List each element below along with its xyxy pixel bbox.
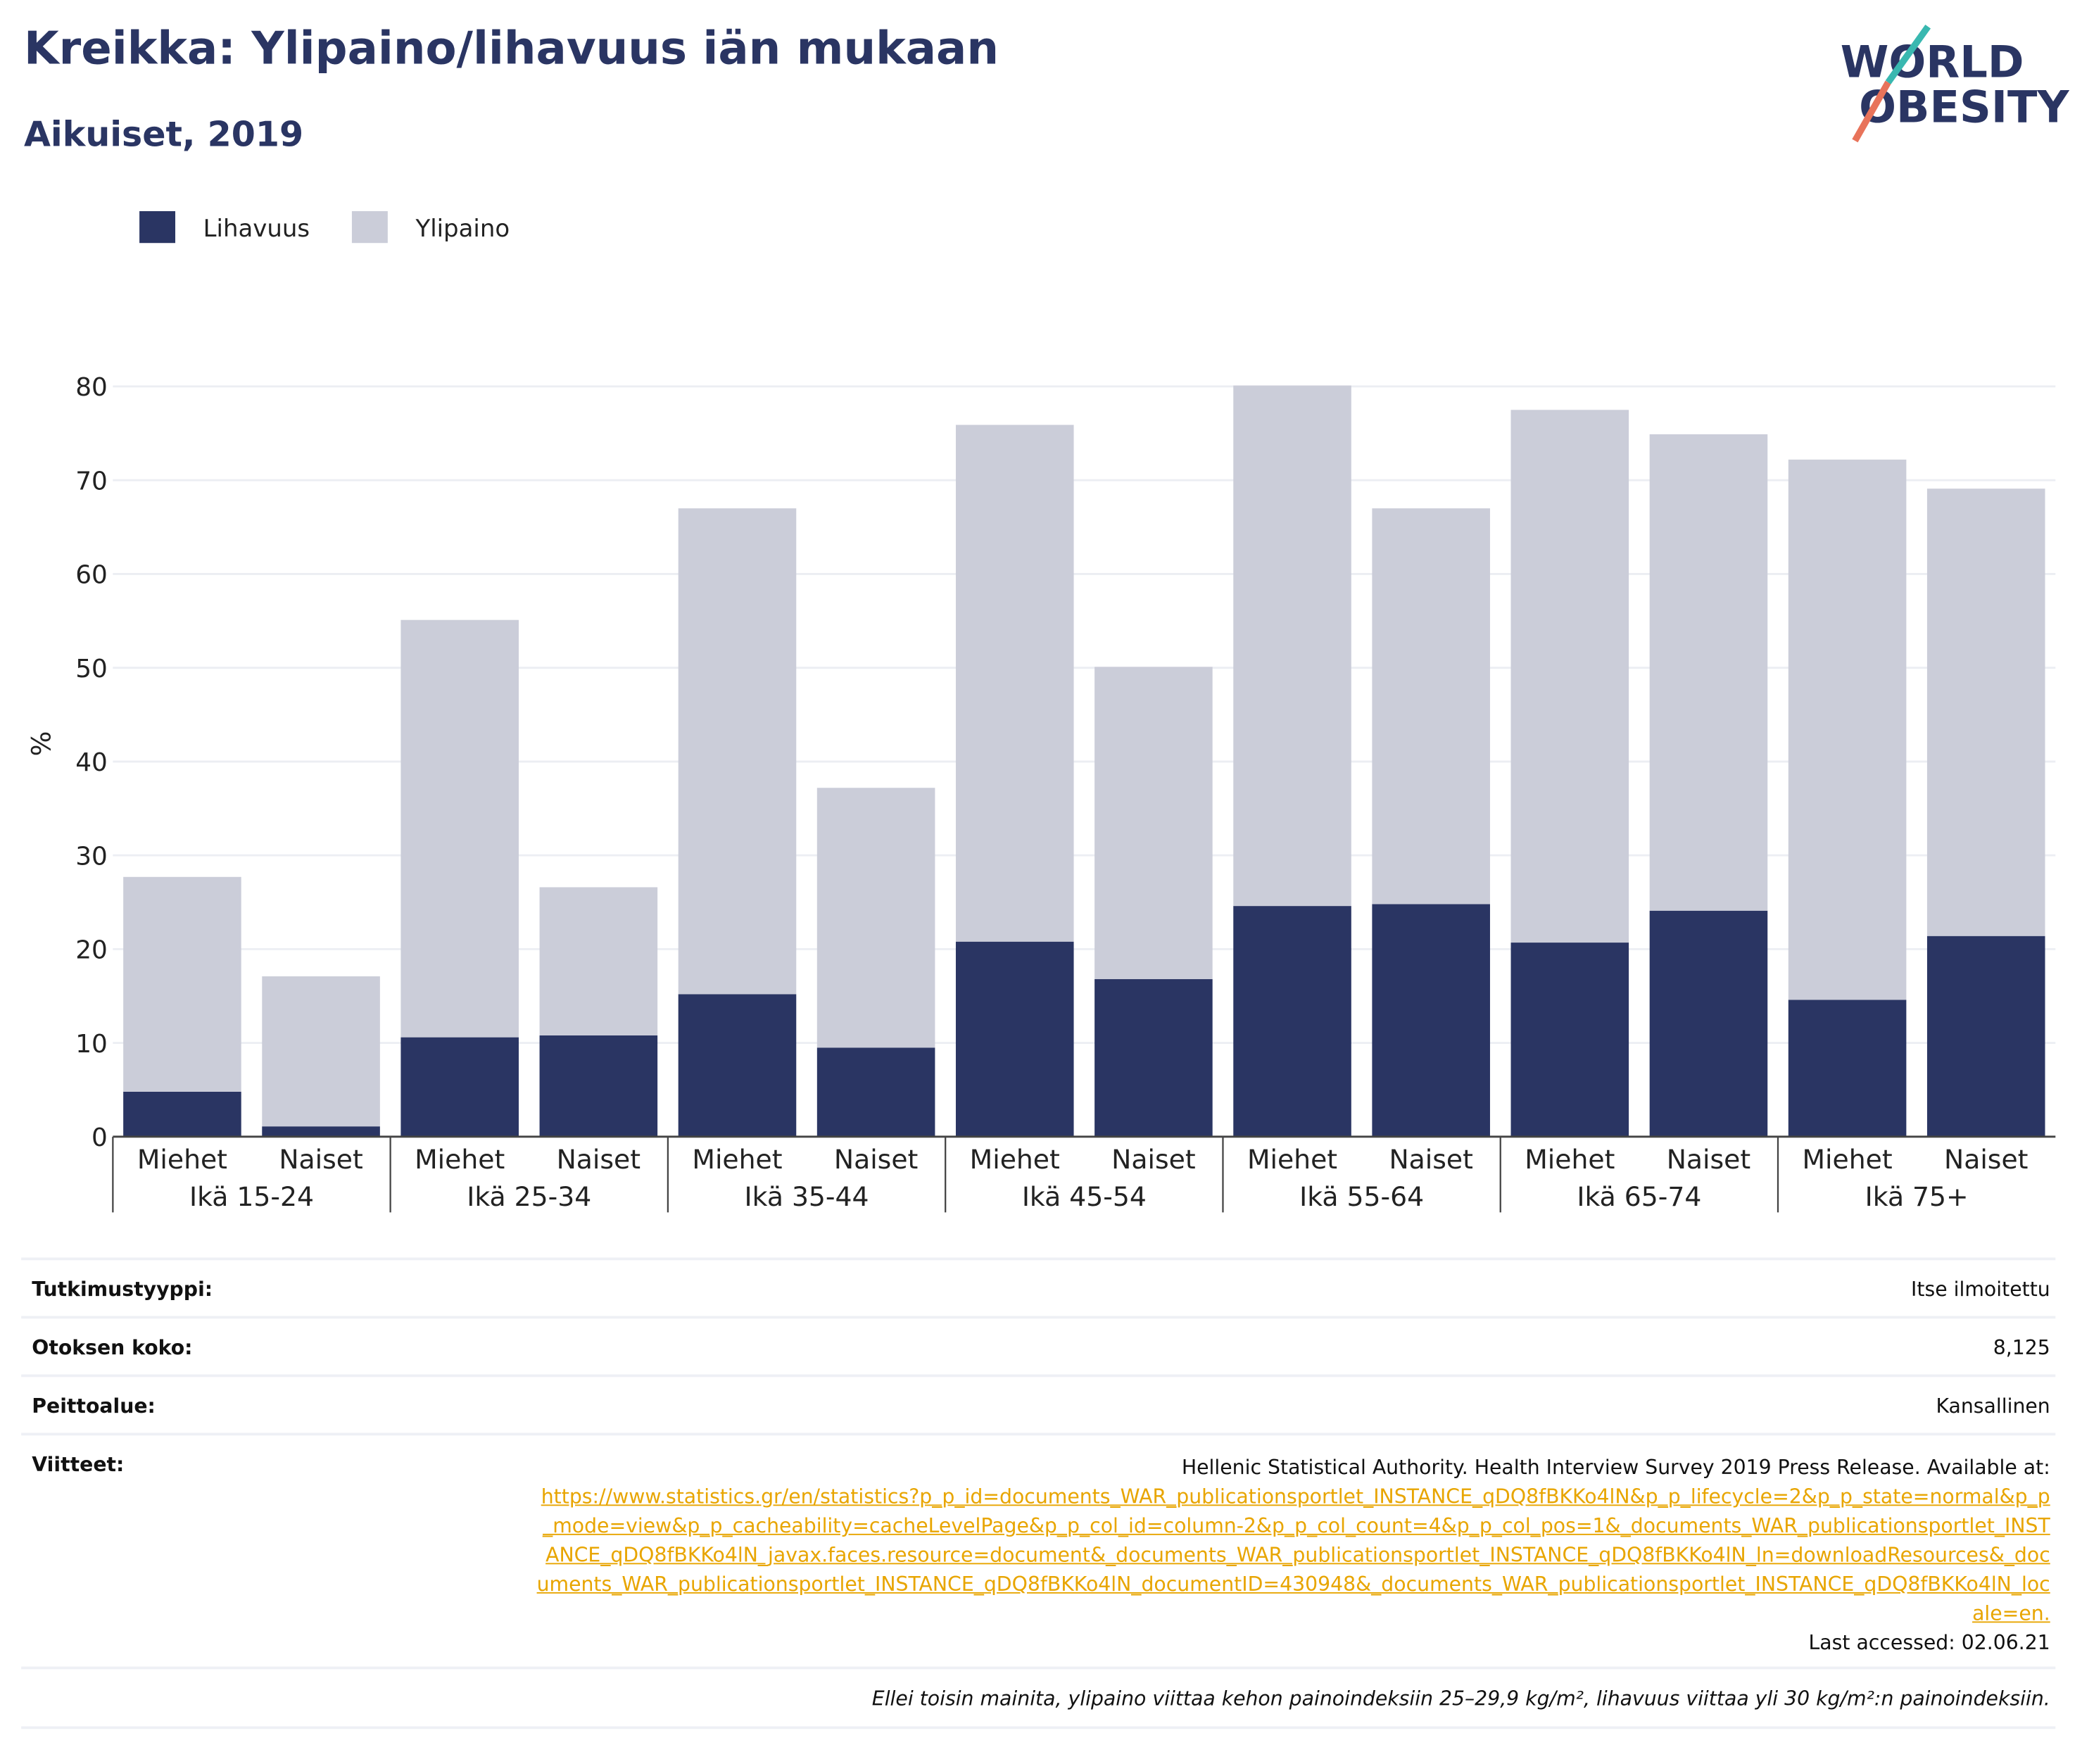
logo-slash <box>1852 80 1891 143</box>
x-tick-label: Miehet <box>1247 1144 1337 1175</box>
bar-segment <box>1094 667 1213 980</box>
bar-segment <box>123 1091 241 1137</box>
y-tick-label: 0 <box>92 1123 108 1152</box>
x-tick-label: Miehet <box>137 1144 227 1175</box>
bar-segment <box>1510 943 1629 1137</box>
bar-segment <box>955 424 1074 942</box>
bar-segment <box>1372 904 1490 1137</box>
bar-segment <box>123 876 241 1092</box>
bar-segment <box>678 994 797 1137</box>
row-label: Otoksen koko: <box>32 1335 193 1360</box>
x-tick-label: Naiset <box>279 1144 362 1175</box>
bar-segment <box>400 1037 519 1137</box>
bar-segment <box>1233 385 1351 907</box>
y-tick-label: 50 <box>75 655 108 683</box>
bar-segment <box>539 1035 658 1137</box>
reference-text: Hellenic Statistical Authority. Health I… <box>1181 1455 2050 1480</box>
legend-label: Ylipaino <box>415 215 510 243</box>
x-tick-label: Naiset <box>834 1144 918 1175</box>
row-value: Hellenic Statistical Authority. Health I… <box>536 1453 2050 1658</box>
x-tick-label: Naiset <box>557 1144 641 1175</box>
legend-label: Lihavuus <box>203 215 310 243</box>
bar-segment <box>1372 508 1490 905</box>
group-label: Ikä 75+ <box>1865 1181 1969 1212</box>
row-label: Viitteet: <box>32 1452 125 1477</box>
x-tick-label: Miehet <box>415 1144 505 1175</box>
chart-title: Kreikka: Ylipaino/lihavuus iän mukaan <box>24 23 999 75</box>
bar-segment <box>816 788 935 1048</box>
group-label: Ikä 45-54 <box>1022 1181 1147 1212</box>
note: Ellei toisin mainita, ylipaino viittaa k… <box>871 1686 2050 1711</box>
chart-subtitle: Aikuiset, 2019 <box>24 114 303 155</box>
bar-segment <box>539 887 658 1035</box>
x-tick-label: Naiset <box>1667 1144 1750 1175</box>
group-label: Ikä 15-24 <box>189 1181 314 1212</box>
bar-segment <box>1788 1000 1907 1137</box>
bar-segment <box>262 1126 380 1137</box>
bar-segment <box>262 976 380 1127</box>
x-tick-label: Naiset <box>1111 1144 1195 1175</box>
bar-segment <box>1788 459 1907 1000</box>
bar-segment <box>678 508 797 995</box>
row-label: Peittoalue: <box>32 1394 156 1418</box>
y-tick-label: 80 <box>75 373 108 402</box>
x-tick-label: Naiset <box>1944 1144 2028 1175</box>
logo-slash <box>1885 24 1931 84</box>
group-label: Ikä 55-64 <box>1299 1181 1424 1212</box>
logo-text: WORLD <box>1841 36 2024 87</box>
table-row: Viitteet: Hellenic Statistical Authority.… <box>21 1432 2056 1670</box>
table-row: Otoksen koko: 8,125 <box>21 1316 2056 1376</box>
y-tick-label: 30 <box>75 842 108 871</box>
bar-segment <box>1649 434 1768 911</box>
legend-swatch <box>139 210 176 244</box>
x-tick-label: Miehet <box>1803 1144 1893 1175</box>
bar-segment <box>1649 910 1768 1137</box>
y-tick-label: 10 <box>75 1030 108 1059</box>
bar-segment <box>1094 979 1213 1137</box>
group-label: Ikä 25-34 <box>467 1181 591 1212</box>
y-tick-label: 40 <box>75 748 108 777</box>
bar-segment <box>1926 489 2045 936</box>
y-tick-label: 20 <box>75 936 108 965</box>
bar-segment <box>400 619 519 1038</box>
bar-segment <box>1233 906 1351 1137</box>
table-row: Tutkimustyyppi: Itse ilmoitettu <box>21 1257 2056 1318</box>
accessed: Last accessed: 02.06.21 <box>1808 1630 2050 1655</box>
link-wrap: https://www.statistics.gr/en/statistics?… <box>536 1482 2050 1628</box>
x-tick-label: Miehet <box>1525 1144 1615 1175</box>
row-value: Kansallinen <box>1936 1394 2050 1418</box>
table-row: Ellei toisin mainita, ylipaino viittaa k… <box>21 1666 2056 1730</box>
y-axis-label: % <box>26 731 57 757</box>
bar-segment <box>1926 935 2045 1137</box>
x-tick-label: Naiset <box>1389 1144 1472 1175</box>
bar-segment <box>955 941 1074 1137</box>
group-label: Ikä 65-74 <box>1577 1181 1701 1212</box>
x-tick-label: Miehet <box>970 1144 1060 1175</box>
bar-segment <box>816 1047 935 1137</box>
table-row: Peittoalue: Kansallinen <box>21 1374 2056 1435</box>
row-label: Tutkimustyyppi: <box>32 1277 213 1302</box>
group-label: Ikä 35-44 <box>745 1181 869 1212</box>
reference-link[interactable]: https://www.statistics.gr/en/statistics?… <box>536 1485 2050 1626</box>
chart: Kreikka: Ylipaino/lihavuus iän mukaan Ai… <box>24 23 2069 1213</box>
bar-segment <box>1510 410 1629 943</box>
x-tick-label: Miehet <box>692 1144 782 1175</box>
legend-swatch <box>351 210 388 244</box>
row-value: Itse ilmoitettu <box>1911 1277 2050 1302</box>
logo-text: OBESITY <box>1859 82 2069 133</box>
row-value: 8,125 <box>1993 1335 2050 1360</box>
y-tick-label: 60 <box>75 561 108 590</box>
y-tick-label: 70 <box>75 467 108 496</box>
